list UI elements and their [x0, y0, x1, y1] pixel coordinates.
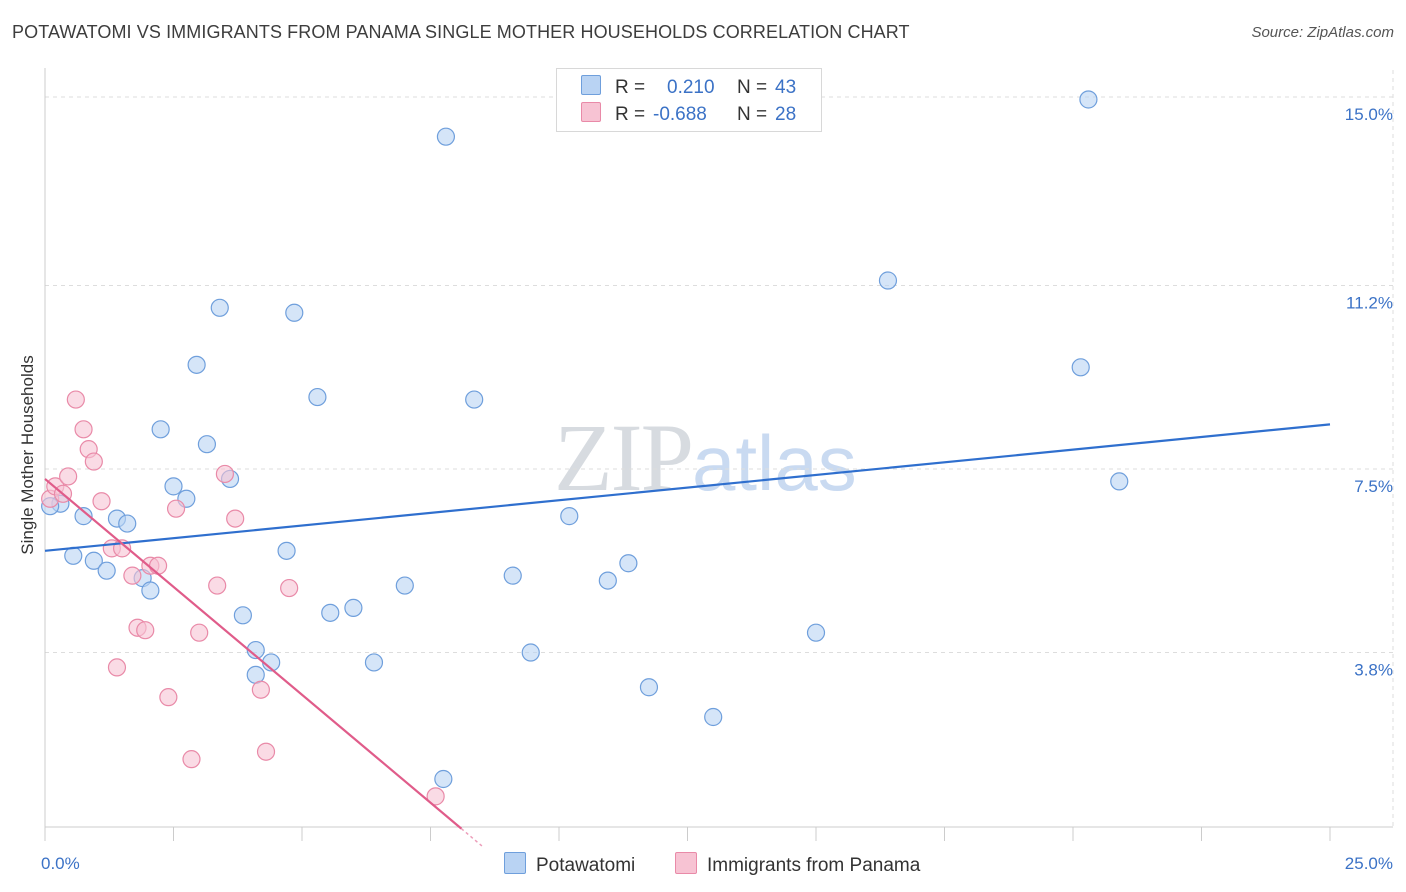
- point-potawatomi: [639, 678, 659, 697]
- bottom-legend-potawatomi: Potawatomi: [504, 852, 635, 877]
- point-potawatomi: [704, 707, 723, 727]
- point-panama: [280, 578, 299, 598]
- point-potawatomi: [118, 514, 137, 533]
- point-potawatomi: [806, 623, 826, 642]
- legend-r-value: 0.210: [667, 77, 715, 98]
- y-tick-label: 7.5%: [1354, 477, 1393, 496]
- point-potawatomi: [151, 420, 170, 439]
- point-panama: [215, 464, 234, 484]
- legend-r-label: R =: [615, 104, 646, 125]
- point-panama: [256, 742, 276, 761]
- bottom-legend-swatch-potawatomi: [504, 852, 526, 874]
- point-panama: [208, 576, 227, 595]
- x-tick-label: 25.0%: [1345, 854, 1393, 873]
- point-potawatomi: [619, 554, 638, 573]
- point-potawatomi: [1110, 472, 1129, 491]
- point-potawatomi: [436, 127, 456, 146]
- legend-swatch-potawatomi: [581, 75, 601, 95]
- point-potawatomi: [321, 603, 340, 622]
- point-panama: [66, 390, 85, 409]
- legend-n-value: 28: [775, 104, 797, 125]
- point-panama: [123, 566, 142, 585]
- trendline-panama: [44, 478, 463, 830]
- point-potawatomi: [434, 769, 453, 789]
- point-panama: [59, 467, 78, 486]
- point-panama: [92, 492, 111, 511]
- point-potawatomi: [560, 507, 579, 526]
- point-potawatomi: [1071, 358, 1090, 377]
- point-potawatomi: [521, 643, 540, 662]
- point-potawatomi: [84, 551, 103, 570]
- point-panama: [107, 658, 127, 677]
- point-potawatomi: [1079, 90, 1098, 109]
- point-potawatomi: [395, 576, 414, 595]
- source-label: Source: ZipAtlas.com: [1251, 24, 1394, 41]
- point-panama: [84, 452, 103, 471]
- point-potawatomi: [164, 477, 183, 496]
- y-tick-label: 3.8%: [1354, 661, 1393, 680]
- y-tick-label: 11.2%: [1346, 293, 1393, 312]
- point-potawatomi: [598, 571, 617, 590]
- legend-r-value: -0.688: [653, 104, 707, 125]
- bottom-legend-panama: Immigrants from Panama: [675, 852, 920, 877]
- point-potawatomi: [308, 387, 327, 407]
- legend-n-label: N =: [737, 77, 768, 98]
- x-tick-label: 0.0%: [41, 854, 80, 873]
- chart-title: POTAWATOMI VS IMMIGRANTS FROM PANAMA SIN…: [12, 22, 910, 42]
- trendline-potawatomi: [44, 423, 1331, 552]
- point-panama: [426, 787, 445, 806]
- point-panama: [159, 688, 178, 707]
- y-tick-label: 15.0%: [1345, 105, 1393, 124]
- bottom-legend-label-panama: Immigrants from Panama: [707, 855, 921, 876]
- point-panama: [136, 621, 155, 640]
- point-potawatomi: [74, 507, 93, 526]
- point-potawatomi: [285, 303, 304, 322]
- point-potawatomi: [97, 561, 116, 580]
- y-axis-label: Single Mother Households: [18, 355, 37, 555]
- point-potawatomi: [141, 581, 160, 600]
- trendline-extension-panama: [460, 828, 483, 847]
- bottom-legend-swatch-panama: [675, 852, 697, 874]
- point-panama: [74, 420, 93, 439]
- point-potawatomi: [64, 546, 83, 565]
- point-panama: [148, 556, 168, 575]
- point-panama: [182, 750, 201, 769]
- legend-n-value: 43: [775, 77, 797, 98]
- point-potawatomi: [277, 541, 296, 560]
- point-potawatomi: [187, 355, 206, 374]
- point-potawatomi: [364, 653, 384, 672]
- point-potawatomi: [233, 606, 252, 625]
- point-potawatomi: [210, 298, 229, 317]
- point-panama: [166, 499, 186, 518]
- legend-n-label: N =: [737, 104, 768, 125]
- point-potawatomi: [344, 598, 363, 617]
- point-panama: [190, 623, 209, 642]
- legend-swatch-panama: [581, 102, 601, 122]
- legend-row-potawatomi: R = 0.210 N = 43: [581, 75, 796, 101]
- bottom-legend-label-potawatomi: Potawatomi: [536, 855, 636, 876]
- legend-r-label: R =: [615, 77, 646, 98]
- point-potawatomi: [503, 566, 522, 585]
- point-potawatomi: [878, 271, 898, 290]
- legend-row-panama: R = -0.688 N = 28: [581, 102, 796, 128]
- point-panama: [226, 509, 245, 528]
- correlation-legend: R = 0.210 N = 43 R = -0.688 N = 28: [556, 68, 822, 132]
- point-panama: [251, 680, 270, 699]
- point-potawatomi: [465, 390, 484, 409]
- point-potawatomi: [197, 435, 217, 454]
